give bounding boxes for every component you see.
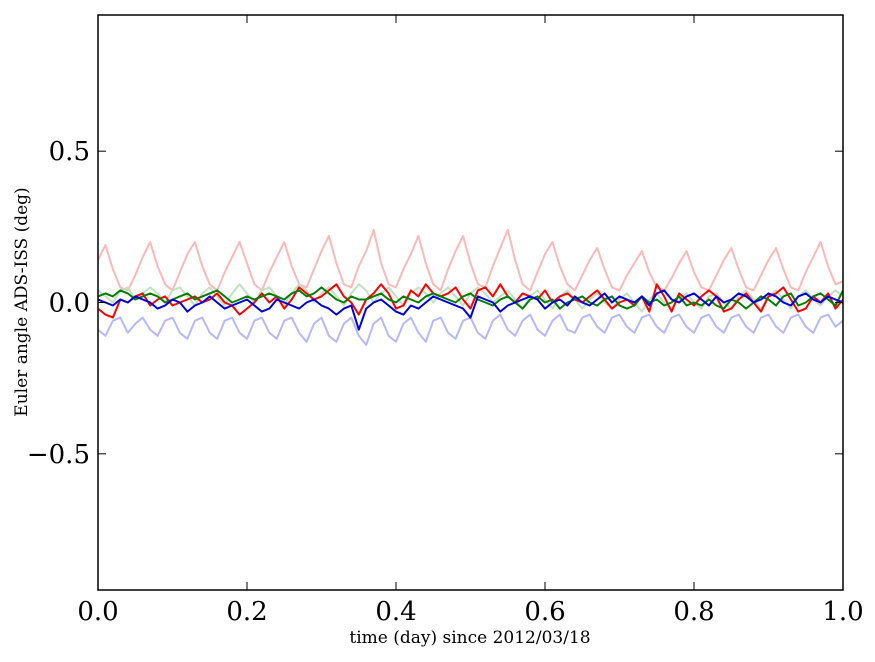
x-tick-label: 0.2 [226,597,267,627]
x-tick-label: 0.6 [524,597,565,627]
series-line-5 [98,286,843,310]
tick-layer: 0.0 0.2 0.4 0.6 0.8 1.0 0.5 0.0 −0.5 [27,15,864,627]
x-tick-label: 0.0 [77,597,118,627]
y-tick-label: 0.5 [49,137,90,167]
y-tick-label: 0.0 [49,289,90,319]
series-layer [98,228,843,346]
y-axis-label: Euler angle ADS-ISS (deg) [12,187,32,416]
series-line-4 [98,283,843,319]
x-tick-label: 0.8 [673,597,714,627]
series-line-6 [98,289,843,331]
y-tick-label: −0.5 [27,440,90,470]
x-tick-label: 1.0 [822,597,863,627]
series-line-1 [98,228,843,292]
x-tick-label: 0.4 [375,597,416,627]
x-axis-label: time (day) since 2012/03/18 [349,628,590,648]
